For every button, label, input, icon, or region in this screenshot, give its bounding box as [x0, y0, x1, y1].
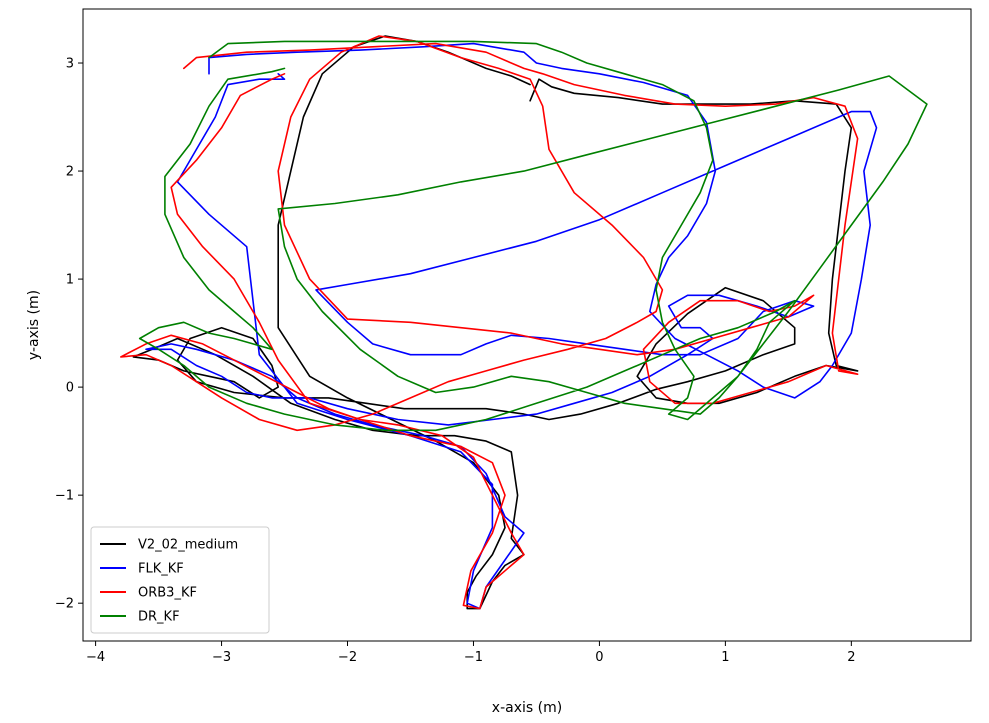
x-tick-label: −1: [464, 650, 483, 665]
y-tick-label: 2: [66, 165, 74, 180]
y-axis-label: y-axis (m): [26, 290, 42, 360]
legend-label: FLK_KF: [138, 562, 184, 577]
x-tick-label: 2: [847, 650, 855, 665]
series-line-dr-kf: [138, 40, 928, 432]
legend-label: DR_KF: [138, 610, 180, 625]
y-tick-label: 3: [66, 57, 74, 72]
legend-box: [90, 526, 270, 634]
y-axis-ticks: −2 −1 0 1 2 3: [55, 57, 83, 612]
x-tick-label: −4: [86, 650, 105, 665]
legend-label: ORB3_KF: [138, 586, 197, 601]
x-tick-label: 0: [595, 650, 603, 665]
legend-label: V2_02_medium: [138, 538, 238, 553]
y-tick-label: 1: [66, 273, 74, 288]
x-tick-label: 1: [721, 650, 729, 665]
legend: V2_02_medium FLK_KF ORB3_KF DR_KF: [90, 526, 270, 634]
x-axis-label: x-axis (m): [492, 700, 562, 716]
y-tick-label: 0: [66, 381, 74, 396]
plot-area-frame: [82, 8, 972, 642]
series-line-orb3-kf: [120, 35, 859, 610]
x-tick-label: −2: [338, 650, 357, 665]
x-axis-ticks: −4 −3 −2 −1 0 1 2: [86, 641, 855, 665]
x-tick-label: −3: [212, 650, 231, 665]
y-tick-label: −2: [55, 597, 74, 612]
series-layer: [120, 35, 928, 610]
y-tick-label: −1: [55, 489, 74, 504]
